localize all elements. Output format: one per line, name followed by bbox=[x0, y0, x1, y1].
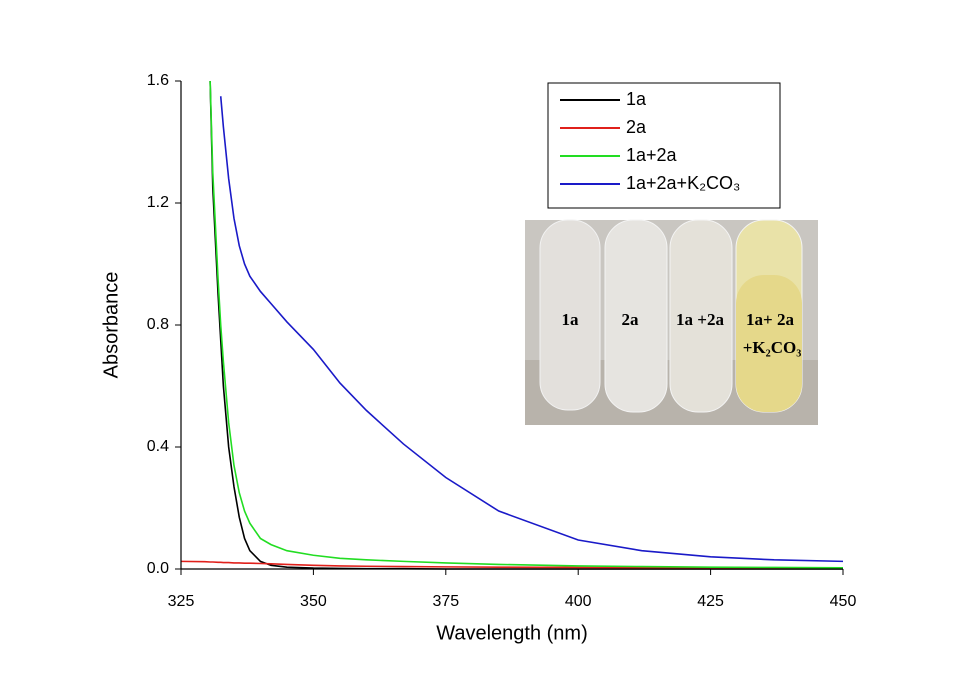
y-tick-label: 0.8 bbox=[147, 316, 169, 333]
legend-label: 1a+2a bbox=[626, 145, 678, 165]
x-tick-label: 325 bbox=[168, 593, 195, 610]
inset-label: +K₂CO₃ bbox=[743, 338, 802, 357]
legend-label: 2a bbox=[626, 117, 647, 137]
y-tick-label: 0.0 bbox=[147, 560, 169, 577]
y-tick-label: 1.2 bbox=[147, 194, 169, 211]
x-tick-label: 400 bbox=[565, 593, 592, 610]
y-tick-label: 0.4 bbox=[147, 438, 169, 455]
y-axis-title: Absorbance bbox=[100, 272, 122, 379]
x-axis-title: Wavelength (nm) bbox=[436, 622, 588, 644]
chart: Wavelength (nm) Absorbance 1a 2a 1a +2a … bbox=[0, 0, 961, 673]
x-tick-label: 425 bbox=[697, 593, 724, 610]
inset-label: 2a bbox=[622, 310, 640, 329]
inset-label: 1a +2a bbox=[676, 310, 724, 329]
x-tick-label: 350 bbox=[300, 593, 327, 610]
inset-label: 1a+ 2a bbox=[746, 310, 794, 329]
legend-label: 1a+2a+K₂CO₃ bbox=[626, 173, 740, 193]
y-tick-label: 1.6 bbox=[147, 72, 169, 89]
legend-label: 1a bbox=[626, 89, 647, 109]
x-tick-label: 450 bbox=[830, 593, 857, 610]
inset-label: 1a bbox=[562, 310, 580, 329]
x-tick-label: 375 bbox=[432, 593, 459, 610]
